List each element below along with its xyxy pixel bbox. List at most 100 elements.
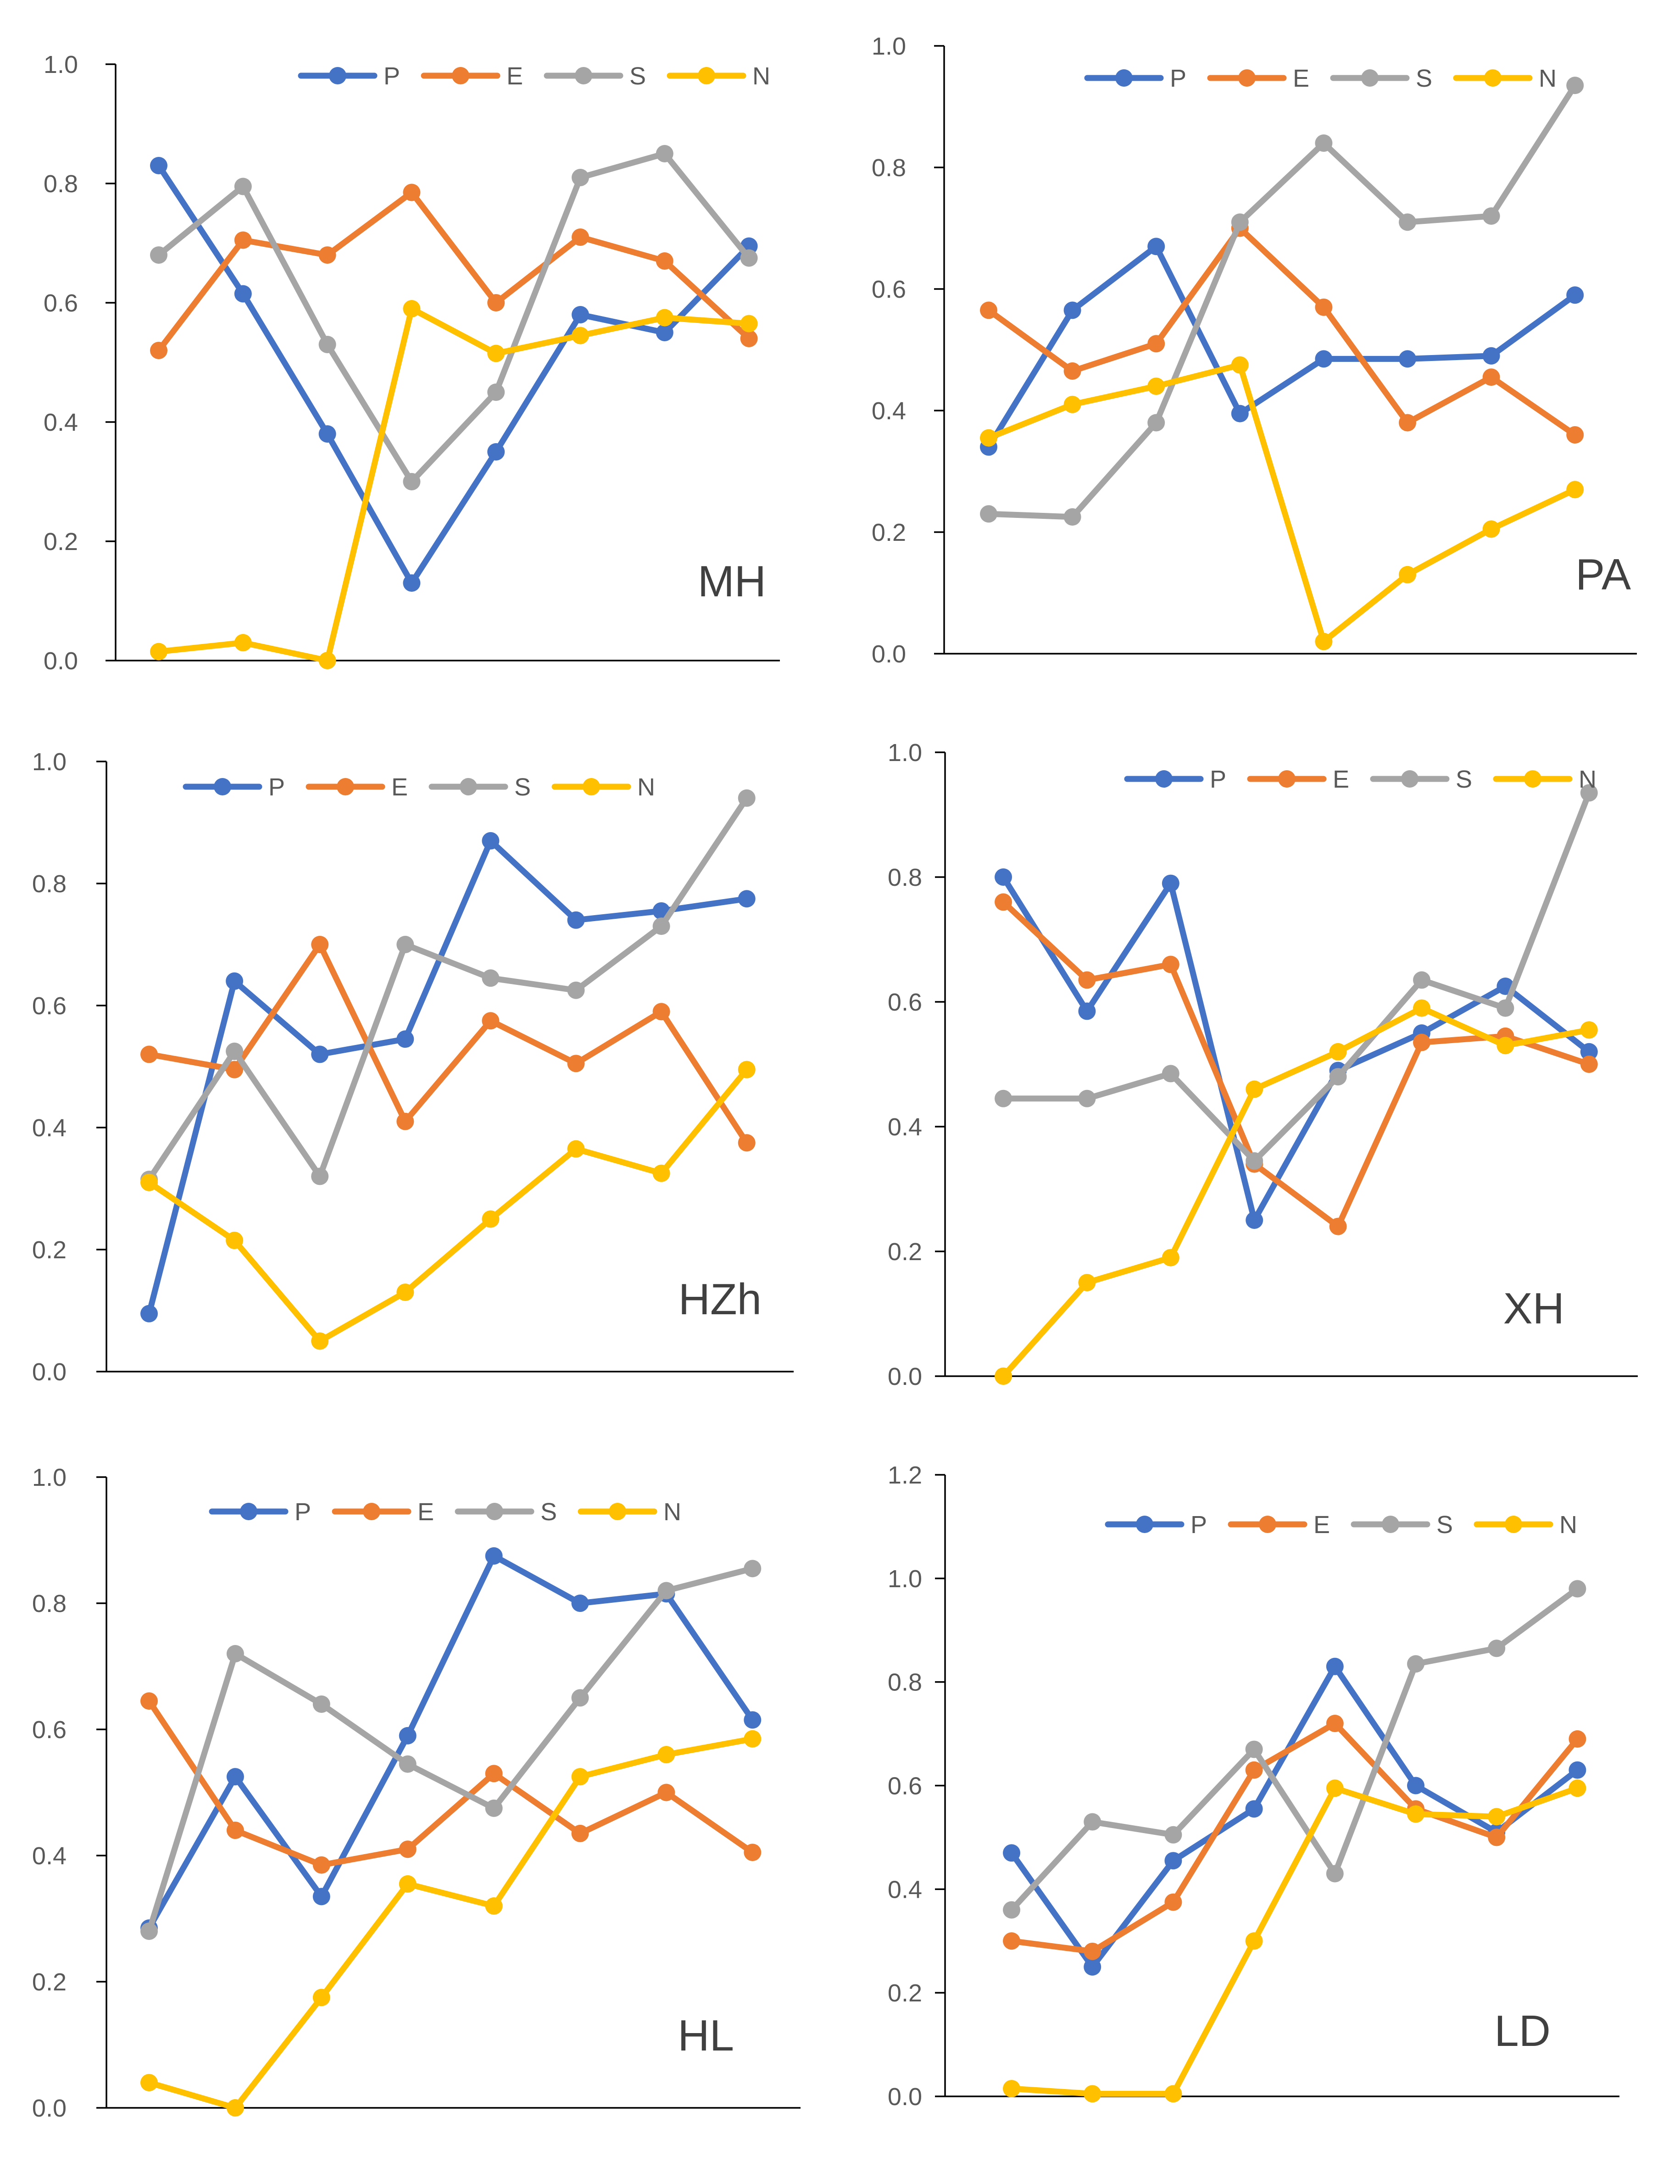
data-point-s xyxy=(1147,414,1165,432)
data-point-n xyxy=(396,1284,414,1301)
series-line-n xyxy=(1000,1005,1592,1379)
legend-label-e: E xyxy=(1313,1511,1330,1539)
data-point-s xyxy=(1084,1813,1101,1831)
data-point-e xyxy=(1162,956,1179,973)
data-point-n xyxy=(1003,2080,1020,2098)
data-point-e xyxy=(652,1003,670,1021)
data-point-s xyxy=(571,1689,589,1707)
data-point-s xyxy=(485,1799,503,1817)
legend-marker-n xyxy=(1505,1516,1522,1533)
series-line-n xyxy=(1008,1785,1580,2097)
chart-panel-ld: 0.0 0.2 0.4 0.6 0.8 1.0 1.2 P E S N LD xyxy=(888,1462,1619,2111)
y-tick-label: 0.4 xyxy=(32,1114,67,1142)
data-point-n xyxy=(1315,633,1333,650)
chart-panel-pa: 0.0 0.2 0.4 0.6 0.8 1.0 P E S N PA xyxy=(872,33,1637,668)
legend-marker-s xyxy=(486,1503,503,1520)
data-point-n xyxy=(657,1746,675,1763)
data-point-s xyxy=(1246,1152,1263,1170)
data-point-s xyxy=(1496,999,1514,1017)
y-tick-label: 1.2 xyxy=(888,1462,922,1489)
data-point-p xyxy=(995,868,1012,886)
data-point-p xyxy=(1063,301,1081,319)
legend-label-p: P xyxy=(1170,65,1186,92)
data-point-s xyxy=(1580,784,1598,802)
data-point-n xyxy=(399,1875,417,1893)
series-line-n xyxy=(985,362,1578,645)
data-point-n xyxy=(652,1164,670,1182)
legend-label-n: N xyxy=(663,1498,681,1526)
panel-title: LD xyxy=(1494,2006,1551,2056)
panel-title: PA xyxy=(1575,550,1631,599)
y-tick-label: 0.4 xyxy=(44,409,78,436)
data-point-s xyxy=(657,1582,675,1600)
data-point-p xyxy=(403,574,421,592)
chart-panel-mh: 0.0 0.2 0.4 0.6 0.8 1.0 P E S N MH xyxy=(44,51,780,675)
y-tick-label: 0.4 xyxy=(872,397,906,425)
y-tick-label: 0.2 xyxy=(44,528,78,556)
data-point-p xyxy=(572,306,589,323)
data-point-e xyxy=(1164,1893,1182,1911)
data-point-e xyxy=(1326,1715,1344,1732)
data-point-e xyxy=(740,330,758,347)
data-point-e xyxy=(657,1784,675,1801)
legend-label-e: E xyxy=(1293,65,1309,92)
data-point-n xyxy=(487,345,505,362)
chart-panel-hzh: 0.0 0.2 0.4 0.6 0.8 1.0 P E S N HZh xyxy=(32,748,794,1386)
data-point-n xyxy=(485,1897,503,1915)
data-point-e xyxy=(312,1856,330,1874)
data-point-p xyxy=(318,425,336,443)
legend-marker-e xyxy=(363,1503,380,1520)
data-point-p xyxy=(1246,1211,1263,1229)
data-point-e xyxy=(995,893,1012,911)
data-point-e xyxy=(140,1692,158,1710)
data-point-p xyxy=(1399,350,1416,368)
data-point-e xyxy=(1063,362,1081,380)
data-point-n xyxy=(1488,1808,1506,1826)
series-line-s xyxy=(146,1565,756,1934)
series-line-s xyxy=(1008,1585,1580,1913)
series-line-s xyxy=(985,82,1578,520)
data-point-e xyxy=(1482,368,1500,386)
y-tick-label: 1.0 xyxy=(32,1464,67,1491)
data-point-p xyxy=(1580,1043,1598,1061)
legend-label-p: P xyxy=(384,62,400,90)
legend-label-s: S xyxy=(540,1498,557,1526)
series-line-s xyxy=(146,795,750,1183)
data-point-e xyxy=(1078,971,1096,989)
data-point-e xyxy=(1399,414,1416,432)
data-point-n xyxy=(1246,1080,1263,1098)
data-point-p xyxy=(226,972,244,990)
data-point-e xyxy=(744,1844,762,1862)
data-point-n xyxy=(1580,1021,1598,1039)
data-point-n xyxy=(140,2074,158,2091)
data-point-n xyxy=(1078,1274,1096,1291)
data-point-e xyxy=(1315,298,1333,316)
panel-title: XH xyxy=(1503,1284,1564,1333)
data-point-n xyxy=(1482,520,1500,538)
legend-label-n: N xyxy=(1579,766,1597,793)
data-point-p xyxy=(311,1045,329,1063)
series-line-p xyxy=(985,243,1578,450)
y-tick-label: 0.2 xyxy=(32,1968,67,1996)
data-point-e xyxy=(234,231,252,249)
data-point-e xyxy=(311,936,329,953)
y-tick-label: 0.6 xyxy=(888,1773,922,1800)
data-point-n xyxy=(312,1989,330,2006)
series-line-e xyxy=(1008,1720,1580,1955)
data-point-e xyxy=(738,1134,756,1152)
legend-marker-p xyxy=(214,778,231,795)
series-line-e xyxy=(146,1698,756,1868)
data-point-e xyxy=(396,1112,414,1130)
data-point-p xyxy=(567,911,585,929)
data-point-e xyxy=(1569,1730,1586,1748)
data-point-p xyxy=(1003,1844,1020,1862)
data-point-s xyxy=(995,1089,1012,1107)
series-line-p xyxy=(1000,874,1592,1223)
data-point-e xyxy=(572,228,589,246)
data-point-n xyxy=(738,1061,756,1078)
y-tick-label: 0.8 xyxy=(888,1669,922,1696)
data-point-s xyxy=(656,145,673,162)
